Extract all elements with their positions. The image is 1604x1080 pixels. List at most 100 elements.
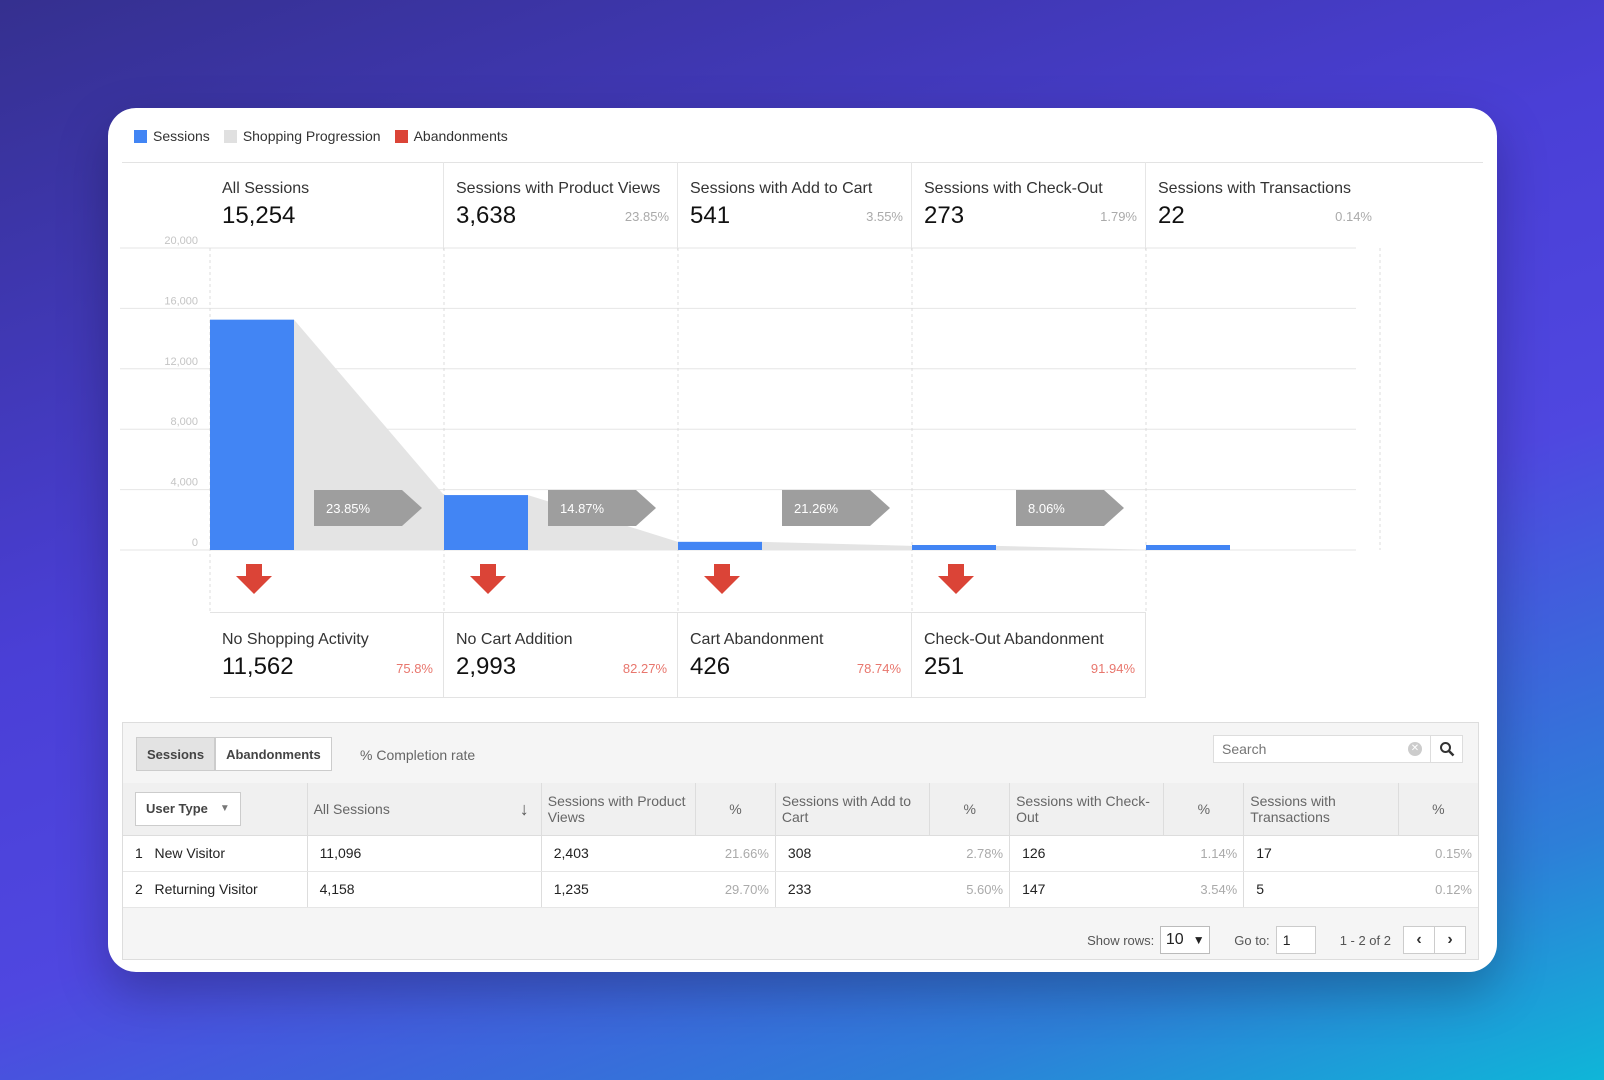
cell-pct: 21.66% <box>695 835 776 872</box>
row-user-type-link[interactable]: Returning Visitor <box>154 881 258 897</box>
y-tick-label: 20,000 <box>164 235 198 247</box>
table-row: 2 Returning Visitor 4,158 1,235 29.70% 2… <box>123 871 1478 908</box>
stage-label: Sessions with Transactions <box>1158 180 1351 197</box>
pct-header[interactable]: % <box>1163 783 1244 836</box>
progression-label: 8.06% <box>1028 501 1065 516</box>
transactions-header[interactable]: Sessions with Transactions <box>1243 783 1399 836</box>
abandon-pct: 78.74% <box>856 661 901 676</box>
pct-header[interactable]: % <box>695 783 776 836</box>
stage-value: 15,254 <box>222 202 296 229</box>
legend-label: Abandonments <box>413 128 508 144</box>
legend-swatch-abandonments <box>394 129 408 143</box>
stage-value: 3,638 <box>456 202 517 229</box>
check-out-header[interactable]: Sessions with Check-Out <box>1009 783 1164 836</box>
stage-label: Sessions with Add to Cart <box>690 180 873 197</box>
sessions-bar <box>678 541 762 550</box>
chevron-down-icon: ▼ <box>219 802 230 814</box>
search-box: ✕ <box>1213 735 1463 763</box>
legend-abandonments: Abandonments <box>394 128 508 144</box>
stage-pct: 0.14% <box>1335 209 1372 224</box>
legend-label: Sessions <box>153 128 210 144</box>
chevron-left-icon: ‹ <box>1416 931 1422 948</box>
row-user-type-link[interactable]: New Visitor <box>154 845 226 861</box>
cell-transactions: 17 <box>1243 835 1399 872</box>
funnel-card: Sessions Shopping Progression Abandonmen… <box>108 108 1497 972</box>
cell-pct: 29.70% <box>695 871 776 908</box>
stage-label: Sessions with Product Views <box>456 180 661 197</box>
cell-add-to-cart: 233 <box>774 871 930 908</box>
cell-pct: 3.54% <box>1163 871 1244 908</box>
y-tick-label: 0 <box>192 537 198 549</box>
abandon-no-cart-addition[interactable]: No Cart Addition 2,993 82.27% <box>444 612 678 698</box>
cell-all-sessions: 11,096 <box>306 835 542 872</box>
show-rows-value: 10 <box>1165 931 1184 948</box>
row-user-type: 2 Returning Visitor <box>123 871 308 908</box>
abandon-value: 11,562 <box>222 653 294 680</box>
stage-value: 22 <box>1158 202 1185 229</box>
stage-label: Sessions with Check-Out <box>924 180 1103 197</box>
cell-pct: 0.12% <box>1398 871 1478 908</box>
cell-pct: 0.15% <box>1398 835 1478 872</box>
abandonment-arrow-icon <box>938 564 974 594</box>
tab-abandonments[interactable]: Abandonments <box>215 737 332 771</box>
pct-header[interactable]: % <box>1397 783 1478 836</box>
goto-label: Go to: <box>1234 932 1270 948</box>
stage-check-out[interactable]: Sessions with Check-Out 273 1.79% <box>912 162 1146 250</box>
all-sessions-header[interactable]: All Sessions ↓ <box>306 783 542 836</box>
sessions-bar <box>1146 545 1230 550</box>
funnel-chart: 20,000 16,000 12,000 8,000 4,000 0 23.85% 14.87… <box>120 235 1381 612</box>
progression-label: 21.26% <box>794 501 839 516</box>
stage-product-views[interactable]: Sessions with Product Views 3,638 23.85% <box>444 162 678 250</box>
y-tick-label: 12,000 <box>164 356 198 368</box>
goto-input[interactable]: 1 <box>1275 926 1316 954</box>
search-icon[interactable] <box>1430 735 1462 763</box>
data-table: User Type ▼ All Sessions ↓ Sessions with P… <box>123 783 1478 908</box>
stage-transactions[interactable]: Sessions with Transactions 22 0.14% <box>1146 162 1380 250</box>
table-header-row: User Type ▼ All Sessions ↓ Sessions with P… <box>123 783 1478 836</box>
completion-rate-toggle[interactable]: % Completion rate <box>360 747 476 763</box>
metric-tabs: Sessions Abandonments <box>136 737 332 771</box>
show-rows-select[interactable]: 10 ▼ <box>1160 926 1211 954</box>
legend-label: Shopping Progression <box>242 128 381 144</box>
add-to-cart-header[interactable]: Sessions with Add to Cart <box>774 783 930 836</box>
product-views-header[interactable]: Sessions with Product Views <box>540 783 696 836</box>
user-type-label: User Type <box>146 800 208 816</box>
legend-shopping-progression: Shopping Progression <box>223 128 381 144</box>
caret-down-icon: ▼ <box>1192 933 1205 947</box>
abandonment-arrow-icon <box>470 564 506 594</box>
cell-product-views: 1,235 <box>540 871 696 908</box>
abandon-value: 251 <box>924 653 965 680</box>
pct-header[interactable]: % <box>929 783 1010 836</box>
progression-label: 23.85% <box>326 501 371 516</box>
row-index: 1 <box>135 845 143 861</box>
legend-sessions: Sessions <box>134 128 210 144</box>
abandonment-arrow-icon <box>704 564 740 594</box>
progression-badge <box>314 490 422 526</box>
abandon-no-shopping-activity[interactable]: No Shopping Activity 11,562 75.8% <box>210 612 444 698</box>
abandon-cart-abandonment[interactable]: Cart Abandonment 426 78.74% <box>678 612 912 698</box>
stage-add-to-cart[interactable]: Sessions with Add to Cart 541 3.55% <box>678 162 912 250</box>
stage-pct: 1.79% <box>1100 209 1137 224</box>
abandon-check-out-abandonment[interactable]: Check-Out Abandonment 251 91.94% <box>912 612 1146 698</box>
prev-page-button[interactable]: ‹ <box>1403 926 1435 954</box>
row-user-type: 1 New Visitor <box>123 835 308 872</box>
clear-search-icon[interactable]: ✕ <box>1408 742 1422 756</box>
next-page-button[interactable]: › <box>1434 926 1466 954</box>
tab-sessions[interactable]: Sessions <box>136 737 216 771</box>
abandon-pct: 82.27% <box>622 661 667 676</box>
user-type-dropdown[interactable]: User Type ▼ <box>135 791 241 826</box>
y-tick-label: 8,000 <box>170 416 198 428</box>
cell-add-to-cart: 308 <box>774 835 930 872</box>
abandon-pct: 75.8% <box>396 661 433 676</box>
header-label: All Sessions <box>313 800 390 817</box>
search-input[interactable] <box>1214 741 1408 757</box>
progression-area <box>996 545 1146 550</box>
stage-all-sessions[interactable]: All Sessions 15,254 <box>210 162 444 250</box>
progression-badge <box>782 490 890 526</box>
chart-legend: Sessions Shopping Progression Abandonmen… <box>134 128 508 144</box>
row-index: 2 <box>135 881 143 897</box>
abandon-label: Check-Out Abandonment <box>924 631 1104 648</box>
y-tick-label: 16,000 <box>164 295 198 307</box>
abandonment-arrow-icon <box>236 564 272 594</box>
sort-desc-icon[interactable]: ↓ <box>519 798 529 819</box>
